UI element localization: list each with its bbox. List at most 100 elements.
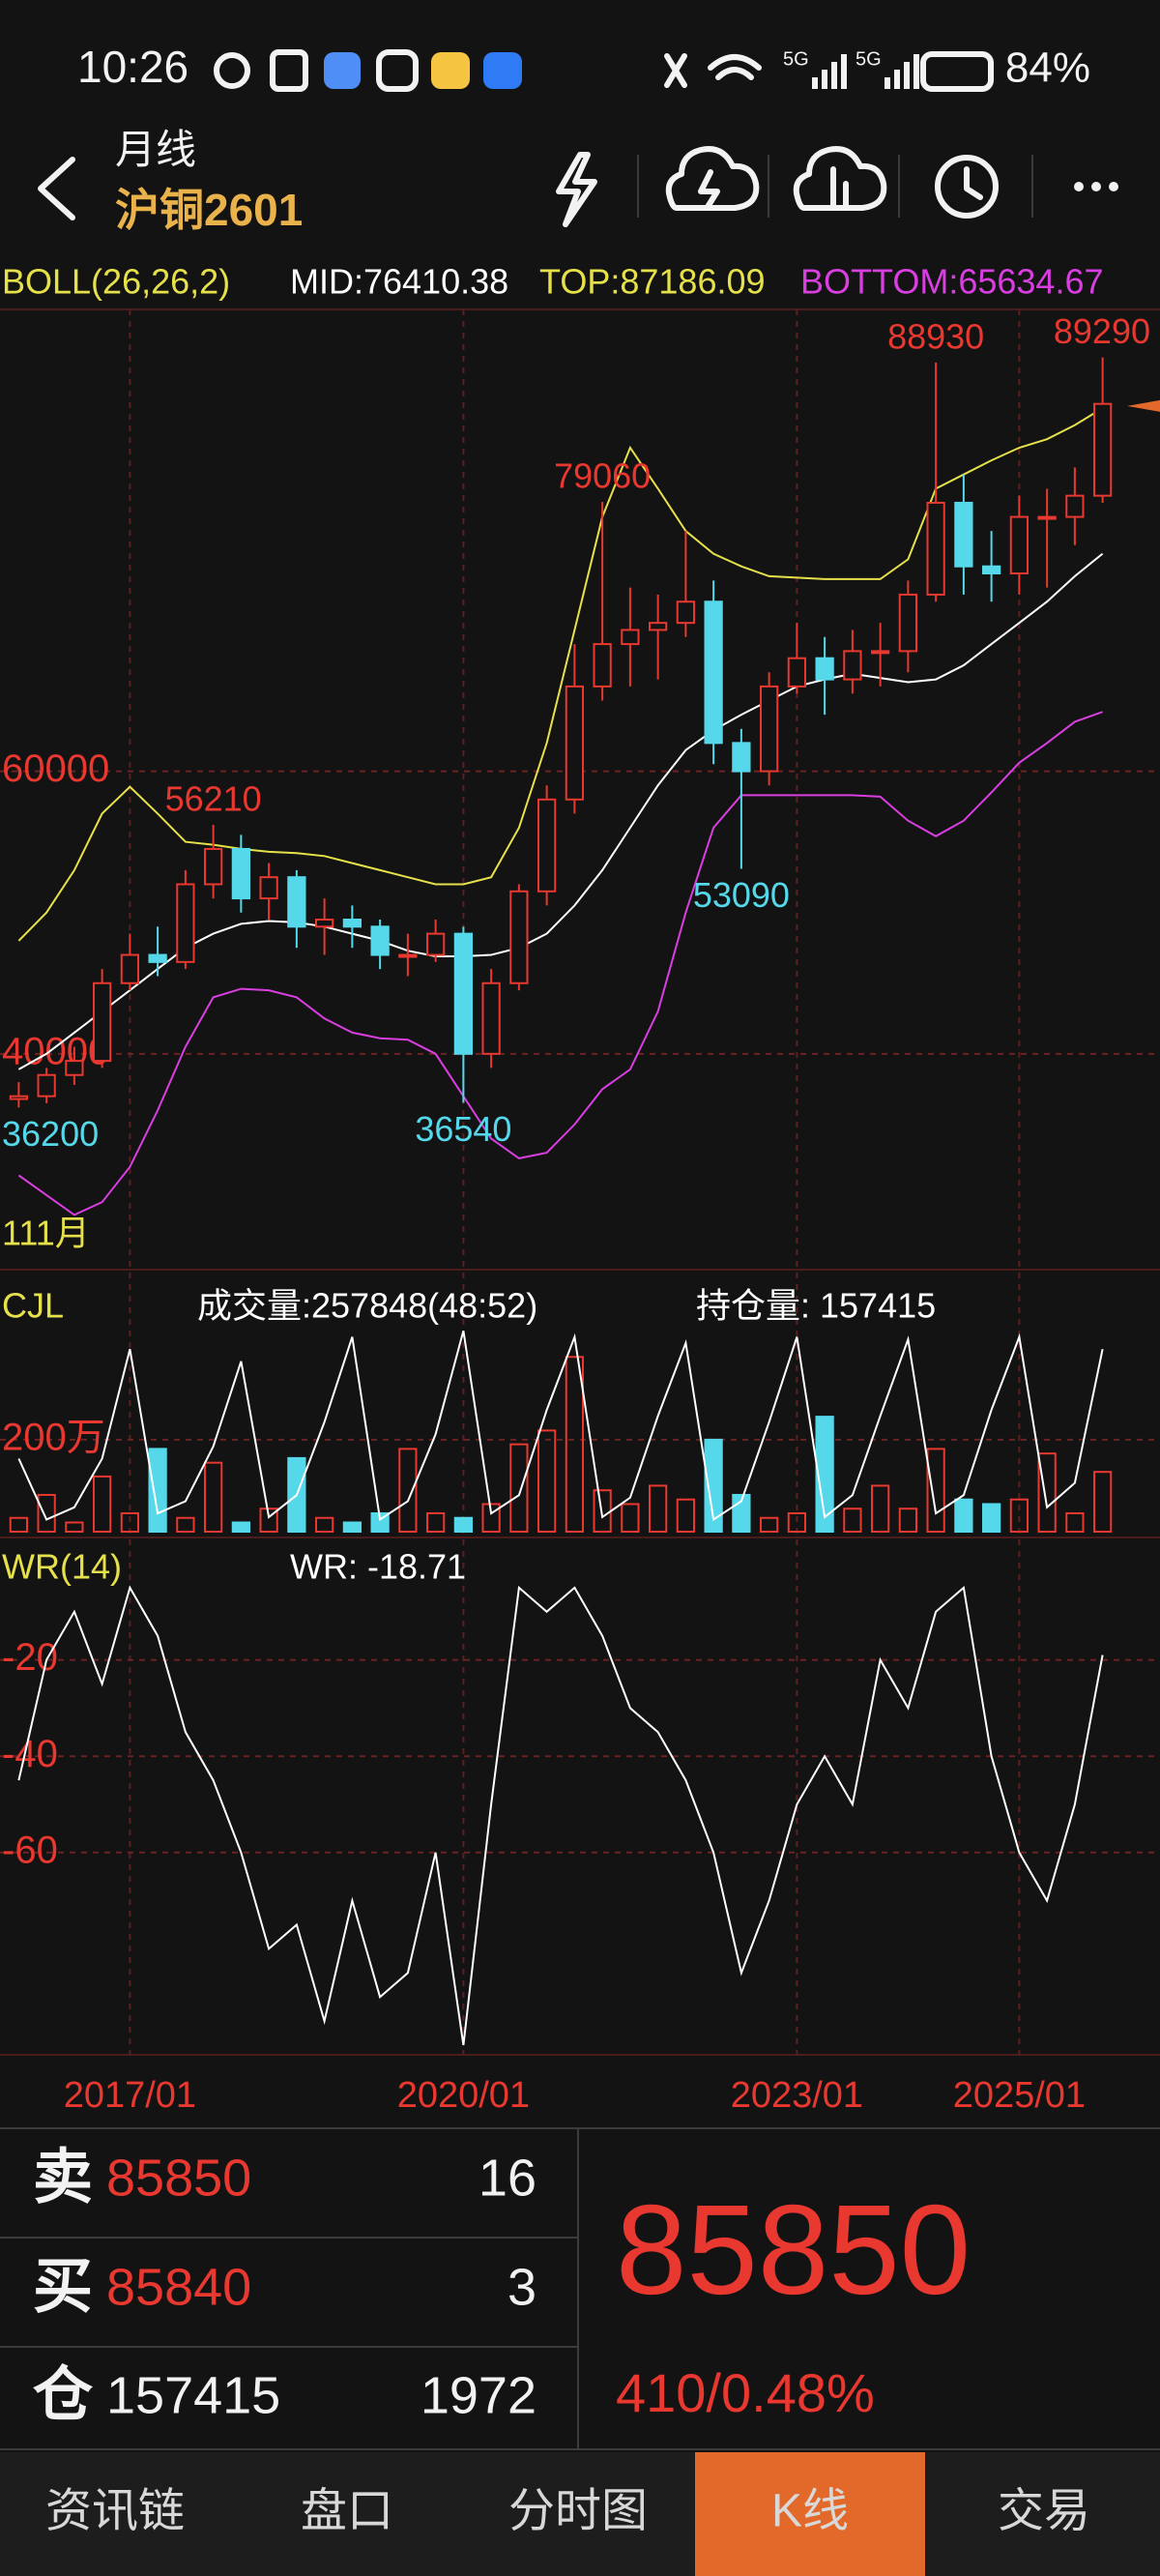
- history-button[interactable]: [935, 155, 999, 219]
- back-button[interactable]: [38, 157, 75, 220]
- boll-line: [17, 711, 1103, 1216]
- volume-bar: [1065, 1511, 1085, 1534]
- x-tick-label: 2017/01: [64, 2075, 196, 2116]
- candle-body: [315, 919, 334, 928]
- volume-bar: [926, 1448, 945, 1534]
- volume-bar: [954, 1498, 973, 1533]
- volume-bar: [176, 1516, 195, 1533]
- book-value: 85850: [106, 2149, 251, 2207]
- volume-bar: [481, 1503, 501, 1534]
- period: 月线: [115, 127, 196, 172]
- candle-body: [537, 798, 557, 893]
- indicator-value: BOTTOM:65634.67: [800, 262, 1104, 302]
- volume-bar: [815, 1416, 834, 1533]
- tab[interactable]: 资讯链: [45, 2486, 185, 2537]
- candle-body: [65, 1060, 84, 1076]
- tab-bar: [0, 2452, 1160, 2576]
- book-amount: 16: [478, 2149, 536, 2207]
- volume-bar: [37, 1493, 56, 1534]
- candle-body: [871, 650, 890, 655]
- candle-body: [481, 981, 501, 1055]
- status-time: 10:26: [77, 42, 188, 92]
- signal-bars: [812, 54, 919, 89]
- candle-body: [704, 600, 723, 745]
- x-tick-label: 2023/01: [731, 2075, 863, 2116]
- book-side: 买: [33, 2253, 93, 2320]
- high-label: 88930: [887, 316, 984, 356]
- candle-body: [843, 650, 862, 681]
- candle-body: [370, 925, 390, 956]
- tab[interactable]: K线: [771, 2486, 849, 2537]
- volume-bar: [898, 1508, 917, 1533]
- battery-level: 84%: [1005, 44, 1090, 92]
- low-label: 36200: [2, 1114, 99, 1154]
- cloud-download-button[interactable]: [793, 146, 887, 211]
- tab[interactable]: 分时图: [508, 2486, 648, 2537]
- volume-bar: [843, 1508, 862, 1533]
- volume-bar: [398, 1448, 418, 1534]
- candle-body: [120, 953, 139, 984]
- candle-body: [649, 622, 668, 631]
- book-side: 卖: [33, 2144, 93, 2210]
- more-button[interactable]: [1074, 182, 1118, 191]
- tab[interactable]: 交易: [998, 2486, 1090, 2537]
- flash-button[interactable]: [556, 152, 597, 227]
- symbol: 沪铜2601: [115, 185, 303, 235]
- candle-body: [287, 876, 306, 928]
- book-value: 85840: [106, 2258, 251, 2316]
- low-label: 53090: [693, 875, 790, 915]
- indicator-title: BOLL(26,26,2): [2, 262, 230, 302]
- candle-body: [1093, 402, 1113, 497]
- tab[interactable]: 盘口: [301, 2486, 393, 2537]
- volume-bar: [259, 1508, 278, 1533]
- volume-bar: [204, 1461, 223, 1533]
- candle-body: [148, 953, 167, 963]
- candle-body: [926, 501, 945, 596]
- candle-body: [593, 643, 612, 688]
- indicator-value: TOP:87186.09: [539, 262, 766, 302]
- period-note: 111月: [2, 1214, 90, 1253]
- candle-body: [342, 919, 362, 928]
- charts: 2017/01 2020/01 2023/01 2025/01 BOLL(26,26,2…: [0, 262, 1160, 2116]
- y-tick-label: 60000: [2, 747, 109, 790]
- boll-line: [17, 552, 1104, 1070]
- volume-bar: [871, 1484, 890, 1534]
- y-tick-label: -60: [2, 1829, 58, 1871]
- y-tick-label: 200万: [2, 1416, 105, 1458]
- volume-bar: [1093, 1471, 1113, 1533]
- volume-bar: [315, 1516, 334, 1533]
- candle-body: [1037, 515, 1057, 520]
- volume-bar: [148, 1448, 167, 1534]
- indicator-title: WR(14): [2, 1547, 122, 1587]
- candle-body: [204, 847, 223, 886]
- candle-body: [815, 657, 834, 681]
- candle-body: [453, 932, 473, 1055]
- indicator-value: WR: -18.71: [290, 1547, 466, 1587]
- last-price: 85850: [616, 2179, 971, 2321]
- cloud-upload-button[interactable]: [665, 146, 760, 211]
- y-tick-label: 40000: [2, 1030, 109, 1072]
- volume-bar: [120, 1511, 139, 1534]
- low-label: 36540: [415, 1109, 511, 1149]
- price-change: 410/0.48%: [616, 2362, 875, 2423]
- indicator-value: 成交量:257848(48:52): [197, 1286, 537, 1326]
- wr-line: [17, 1585, 1104, 2046]
- boll-line: [17, 407, 1104, 942]
- candle-body: [398, 953, 418, 958]
- candle-body: [787, 657, 806, 688]
- candle-body: [176, 883, 195, 963]
- candle-body: [621, 629, 640, 646]
- indicator-value: 持仓量: 157415: [696, 1286, 936, 1326]
- volume-bar: [65, 1521, 84, 1534]
- book-side: 仓: [33, 2361, 94, 2428]
- candle-body: [426, 932, 446, 956]
- candle-body: [898, 593, 917, 653]
- high-label: 56210: [165, 778, 262, 818]
- candle-body: [954, 501, 973, 568]
- volume-bar: [787, 1511, 806, 1534]
- signal-label: 5G: [856, 48, 882, 70]
